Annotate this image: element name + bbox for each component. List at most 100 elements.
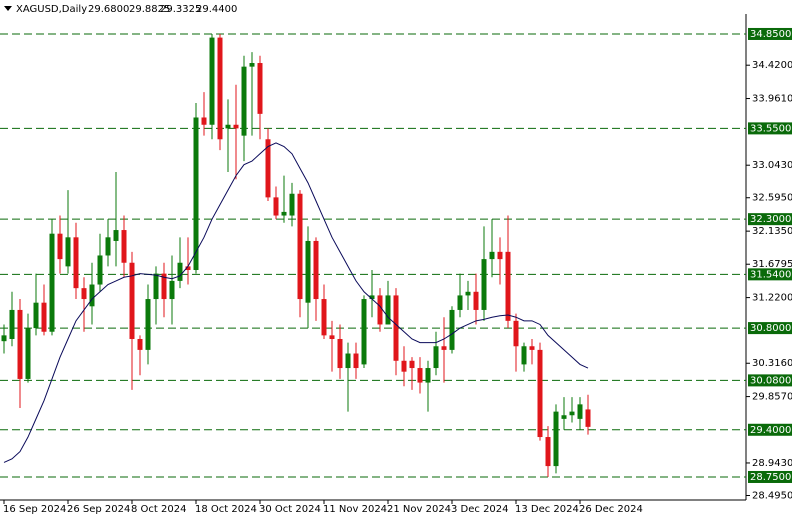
- y-tick-label: 29.8570: [752, 392, 792, 403]
- moving-average: [3, 142, 589, 463]
- candle-body: [145, 299, 151, 350]
- quote-open: 29.6800: [88, 4, 129, 15]
- x-tick-label: 26 Dec 2024: [579, 504, 643, 515]
- candle-body: [337, 338, 343, 369]
- candle-body: [345, 353, 351, 369]
- candle-body: [217, 37, 223, 140]
- level-label-box: [748, 423, 792, 436]
- candle-body: [257, 63, 263, 114]
- candle-body: [441, 346, 447, 350]
- quote-high: 29.8825: [129, 4, 170, 15]
- level-label: 32.3000: [750, 214, 791, 225]
- candle-body: [505, 251, 511, 321]
- candle-body: [81, 288, 87, 300]
- y-tick-label: 33.0430: [752, 160, 792, 171]
- level-label: 29.4000: [750, 425, 791, 436]
- candle-body: [49, 233, 55, 332]
- candle-body: [9, 309, 15, 339]
- level-label: 30.8000: [750, 323, 791, 334]
- level-label-box: [748, 470, 792, 483]
- candle-body: [73, 237, 79, 289]
- candle-body: [521, 346, 527, 365]
- x-tick-label: 30 Oct 2024: [259, 504, 321, 515]
- candle-body: [129, 262, 135, 339]
- candle-body: [97, 255, 103, 285]
- level-label-box: [748, 27, 792, 40]
- candle-body: [89, 284, 95, 307]
- candle-body: [113, 230, 119, 241]
- candle-body: [481, 259, 487, 310]
- candle-body: [25, 328, 31, 379]
- candle-body: [529, 346, 535, 350]
- candle-body: [313, 240, 319, 300]
- candle-body: [169, 280, 175, 300]
- candle-body: [241, 66, 247, 136]
- candle-body: [289, 193, 295, 216]
- y-tick-label: 32.5950: [752, 193, 792, 204]
- level-label-box: [748, 122, 792, 135]
- candle-body: [281, 211, 287, 216]
- y-tick-label: 31.6795: [752, 259, 792, 270]
- candle-body: [193, 117, 199, 270]
- candle-body: [553, 411, 559, 467]
- candle-body: [385, 295, 391, 325]
- x-tick-label: 21 Nov 2024: [387, 504, 451, 515]
- candle-body: [249, 63, 255, 67]
- candle-body: [33, 302, 39, 329]
- y-tick-label: 31.2200: [752, 293, 792, 304]
- candle-body: [65, 237, 71, 267]
- candle-body: [153, 273, 159, 300]
- x-tick-label: 11 Nov 2024: [323, 504, 387, 515]
- level-label: 33.5500: [750, 123, 791, 134]
- candle-body: [161, 273, 167, 300]
- candle-body: [273, 197, 279, 216]
- x-tick-label: 16 Sep 2024: [3, 504, 66, 515]
- candle-body: [265, 139, 271, 198]
- y-tick-label: 33.9610: [752, 94, 792, 105]
- candle-body: [409, 360, 415, 369]
- candle-body: [297, 193, 303, 300]
- candle-body: [537, 349, 543, 438]
- level-label-box: [748, 213, 792, 226]
- x-tick-label: 8 Oct 2024: [131, 504, 186, 515]
- candle-body: [433, 346, 439, 369]
- candle-body: [177, 262, 183, 281]
- level-label-box: [748, 268, 792, 281]
- candle-body: [1, 335, 7, 342]
- candle-body: [329, 335, 335, 339]
- candle-body: [449, 309, 455, 350]
- x-tick-label: 26 Sep 2024: [67, 504, 130, 515]
- candle-body: [233, 124, 239, 129]
- candle-body: [361, 299, 367, 365]
- candle-body: [401, 360, 407, 372]
- quote-low: 29.3325: [160, 4, 201, 15]
- x-tick-label: 18 Oct 2024: [195, 504, 257, 515]
- menu-icon[interactable]: [4, 6, 12, 11]
- candle-body: [561, 415, 567, 419]
- candle-body: [321, 299, 327, 336]
- level-label-box: [748, 374, 792, 387]
- candle-body: [105, 237, 111, 256]
- candle-body: [41, 302, 47, 332]
- candle-body: [393, 295, 399, 361]
- candle-body: [569, 411, 575, 416]
- level-label: 30.0800: [750, 375, 791, 386]
- quote-close: 29.4400: [196, 4, 237, 15]
- candle-body: [121, 230, 127, 263]
- level-label: 28.7500: [750, 472, 791, 483]
- candle-body: [489, 251, 495, 260]
- x-tick-label: 3 Dec 2024: [451, 504, 509, 515]
- candle-body: [457, 295, 463, 310]
- candle-body: [473, 291, 479, 310]
- candle-body: [465, 291, 471, 296]
- level-label: 34.8500: [750, 29, 791, 40]
- level-label: 31.5400: [750, 269, 791, 280]
- candle-body: [417, 368, 423, 383]
- candle-body: [425, 368, 431, 383]
- candle-body: [305, 240, 311, 303]
- candle-body: [57, 233, 63, 260]
- candle-body: [369, 295, 375, 300]
- candle-body: [577, 404, 583, 419]
